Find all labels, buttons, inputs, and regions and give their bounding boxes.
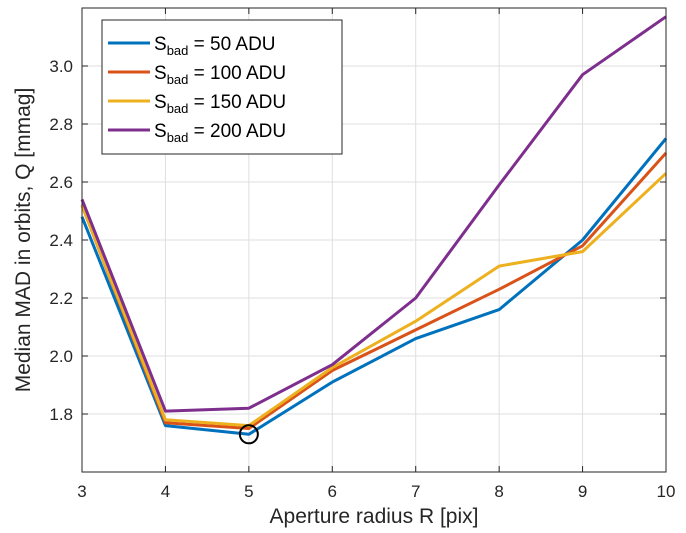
y-tick-label: 2.0 <box>49 347 73 366</box>
y-axis-label: Median MAD in orbits, Q [mmag] <box>12 88 35 393</box>
x-tick-label: 10 <box>657 482 676 501</box>
x-tick-label: 9 <box>578 482 587 501</box>
x-tick-label: 5 <box>244 482 253 501</box>
series-lines <box>80 15 668 436</box>
legend-entry-main: S <box>154 63 167 84</box>
highlight-marker <box>238 424 259 445</box>
x-tick-label: 4 <box>161 482 170 501</box>
y-tick-label: 2.2 <box>49 289 73 308</box>
legend-entry-main: S <box>154 121 167 142</box>
y-tick-labels: 1.8 2.0 2.2 2.4 2.6 2.8 3.0 <box>49 57 73 424</box>
y-tick-label: 1.8 <box>49 405 73 424</box>
legend-entry-subscript: bad <box>167 130 189 145</box>
x-tick-label: 6 <box>328 482 337 501</box>
legend-entry: Sbad = 200 ADU <box>154 121 286 145</box>
legend-entry-subscript: bad <box>167 43 189 58</box>
legend-entry-main: S <box>154 92 167 113</box>
y-tick-label: 3.0 <box>49 57 73 76</box>
y-tick-label: 2.6 <box>49 173 73 192</box>
x-tick-label: 8 <box>494 482 503 501</box>
x-tick-label: 7 <box>411 482 420 501</box>
series-line-2 <box>80 172 668 428</box>
tick-marks <box>81 8 667 472</box>
legend-entry-rest: = 200 ADU <box>188 121 286 142</box>
x-axis-label: Aperture radius R [pix] <box>270 505 479 528</box>
legend-entry-rest: = 150 ADU <box>188 92 286 113</box>
y-tick-label: 2.4 <box>49 231 73 250</box>
series-line-3 <box>80 15 667 413</box>
x-tick-labels: 3 4 5 6 7 8 9 10 <box>77 482 675 501</box>
legend-entry-subscript: bad <box>167 101 189 116</box>
legend-entry-rest: = 100 ADU <box>188 63 286 84</box>
grid-lines <box>81 8 667 472</box>
legend-entry-subscript: bad <box>167 72 189 87</box>
legend-entry: Sbad = 50 ADU <box>154 34 276 58</box>
legend-entry: Sbad = 150 ADU <box>154 92 286 116</box>
legend-entry-main: S <box>154 34 167 55</box>
series-line-1 <box>80 151 668 430</box>
legend-entry-rest: = 50 ADU <box>188 34 275 55</box>
y-tick-label: 2.8 <box>49 115 73 134</box>
series-line-0 <box>80 137 668 436</box>
x-tick-label: 3 <box>77 482 86 501</box>
legend-entry: Sbad = 100 ADU <box>154 63 286 87</box>
marker-layer <box>238 424 259 445</box>
